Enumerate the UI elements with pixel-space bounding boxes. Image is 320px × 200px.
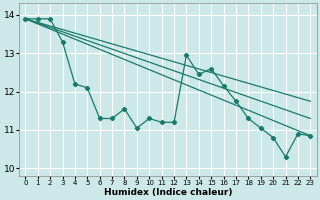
X-axis label: Humidex (Indice chaleur): Humidex (Indice chaleur): [104, 188, 232, 197]
